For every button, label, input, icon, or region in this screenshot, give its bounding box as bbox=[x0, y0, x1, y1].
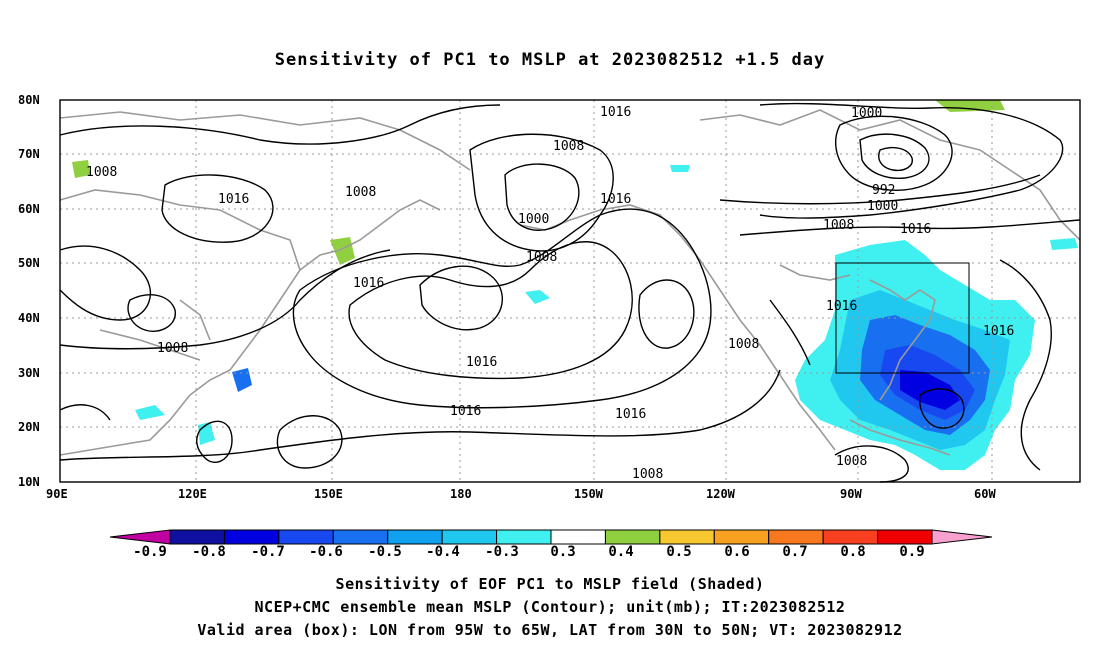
colorbar-ticks: -0.9 -0.8 -0.7 -0.6 -0.5 -0.4 -0.3 0.3 0… bbox=[133, 544, 925, 560]
contour-label: 1016 bbox=[600, 105, 631, 120]
colorbar-right-arrow bbox=[931, 529, 993, 545]
colorbar-segment bbox=[768, 529, 824, 545]
lat-label: 30N bbox=[18, 366, 40, 380]
lat-label: 80N bbox=[18, 93, 40, 107]
contour-label: 1008 bbox=[728, 337, 759, 352]
sensitivity-shading bbox=[72, 100, 1078, 470]
contour-label: 1000 bbox=[851, 106, 882, 121]
lat-label: 20N bbox=[18, 420, 40, 434]
colorbar-segment bbox=[877, 529, 933, 545]
contour-label: 1008 bbox=[632, 467, 663, 482]
colorbar-tick: 0.9 bbox=[899, 544, 924, 560]
caption-line-1: Sensitivity of EOF PC1 to MSLP field (Sh… bbox=[335, 575, 765, 593]
lon-label: 120E bbox=[178, 487, 207, 501]
colorbar-tick: 0.4 bbox=[608, 544, 633, 560]
contour-label: 1016 bbox=[450, 404, 481, 419]
contour-label: 1016 bbox=[983, 324, 1014, 339]
shade-arctic-green bbox=[935, 100, 1005, 112]
colorbar-segment bbox=[604, 529, 661, 545]
colorbar-segment bbox=[441, 529, 498, 545]
page-title: Sensitivity of PC1 to MSLP at 2023082512… bbox=[274, 50, 826, 70]
contour-label: 1016 bbox=[218, 192, 249, 207]
colorbar-left-arrow bbox=[109, 529, 171, 545]
colorbar-segment bbox=[332, 529, 389, 545]
colorbar-tick: -0.8 bbox=[192, 544, 226, 560]
contour-label: 992 bbox=[872, 183, 895, 198]
caption-line-2: NCEP+CMC ensemble mean MSLP (Contour); u… bbox=[254, 598, 846, 616]
contour-labels: 1016 1008 1008 1016 1008 1016 1016 1008 … bbox=[86, 105, 1014, 482]
shade-pacific-small-3 bbox=[135, 405, 165, 420]
colorbar bbox=[109, 529, 993, 545]
mslp-contours bbox=[59, 102, 1081, 483]
contour-label: 1008 bbox=[823, 218, 854, 233]
shade-kamchatka-green bbox=[330, 237, 355, 265]
colorbar-tick: -0.7 bbox=[251, 544, 285, 560]
lat-label: 70N bbox=[18, 147, 40, 161]
map-panel: 1016 1008 1008 1016 1008 1016 1016 1008 … bbox=[59, 99, 1081, 483]
shade-pacific-small-1 bbox=[525, 290, 550, 304]
contour-label: 1016 bbox=[826, 299, 857, 314]
contour-label: 1008 bbox=[553, 139, 584, 154]
lat-label: 10N bbox=[18, 475, 40, 489]
colorbar-tick: -0.6 bbox=[309, 544, 343, 560]
contour-label: 1016 bbox=[900, 222, 931, 237]
colorbar-segment bbox=[169, 529, 225, 545]
colorbar-tick: -0.4 bbox=[426, 544, 460, 560]
coastlines bbox=[59, 109, 1081, 456]
colorbar-segment bbox=[223, 529, 280, 545]
graticule bbox=[60, 100, 1080, 482]
latitude-labels: 80N 70N 60N 50N 40N 30N 20N 10N bbox=[18, 93, 40, 489]
contour-label: 1016 bbox=[466, 355, 497, 370]
shade-alaska-cyan bbox=[670, 165, 690, 172]
lat-label: 50N bbox=[18, 256, 40, 270]
contour-label: 1008 bbox=[345, 185, 376, 200]
colorbar-tick: -0.3 bbox=[485, 544, 519, 560]
colorbar-segment bbox=[496, 529, 552, 545]
colorbar-tick: 0.7 bbox=[782, 544, 807, 560]
contour-label: 1016 bbox=[600, 192, 631, 207]
colorbar-tick: 0.5 bbox=[666, 544, 691, 560]
contour-label: 1000 bbox=[518, 212, 549, 227]
contour-label: 1016 bbox=[353, 276, 384, 291]
colorbar-segment bbox=[278, 529, 334, 545]
lon-label: 60W bbox=[974, 487, 996, 501]
contour-label: 1000 bbox=[867, 199, 898, 214]
colorbar-segment bbox=[550, 529, 606, 545]
shade-canada-cyan bbox=[1050, 238, 1078, 250]
map-frame bbox=[59, 99, 1081, 483]
lat-label: 60N bbox=[18, 202, 40, 216]
lon-label: 150E bbox=[314, 487, 343, 501]
shade-siberia-green bbox=[72, 160, 90, 178]
colorbar-tick: 0.8 bbox=[840, 544, 865, 560]
lon-label: 120W bbox=[706, 487, 736, 501]
colorbar-tick: 0.6 bbox=[724, 544, 749, 560]
contour-label: 1008 bbox=[836, 454, 867, 469]
lat-label: 40N bbox=[18, 311, 40, 325]
shade-pacific-small-2 bbox=[232, 368, 252, 392]
colorbar-tick: -0.9 bbox=[133, 544, 167, 560]
colorbar-segment bbox=[713, 529, 770, 545]
lon-label: 90E bbox=[46, 487, 68, 501]
colorbar-tick: 0.3 bbox=[550, 544, 575, 560]
lon-label: 150W bbox=[574, 487, 604, 501]
longitude-labels: 90E 120E 150E 180 150W 120W 90W 60W bbox=[46, 487, 996, 501]
colorbar-segment bbox=[387, 529, 443, 545]
lon-label: 90W bbox=[840, 487, 862, 501]
valid-area-box bbox=[835, 262, 970, 374]
contour-label: 1008 bbox=[86, 165, 117, 180]
colorbar-segment bbox=[822, 529, 879, 545]
caption-line-3: Valid area (box): LON from 95W to 65W, L… bbox=[197, 621, 903, 639]
contour-label: 1008 bbox=[526, 250, 557, 265]
contour-label: 1016 bbox=[615, 407, 646, 422]
colorbar-segment bbox=[659, 529, 715, 545]
lon-label: 180 bbox=[450, 487, 472, 501]
contour-label: 1008 bbox=[157, 341, 188, 356]
colorbar-tick: -0.5 bbox=[368, 544, 402, 560]
